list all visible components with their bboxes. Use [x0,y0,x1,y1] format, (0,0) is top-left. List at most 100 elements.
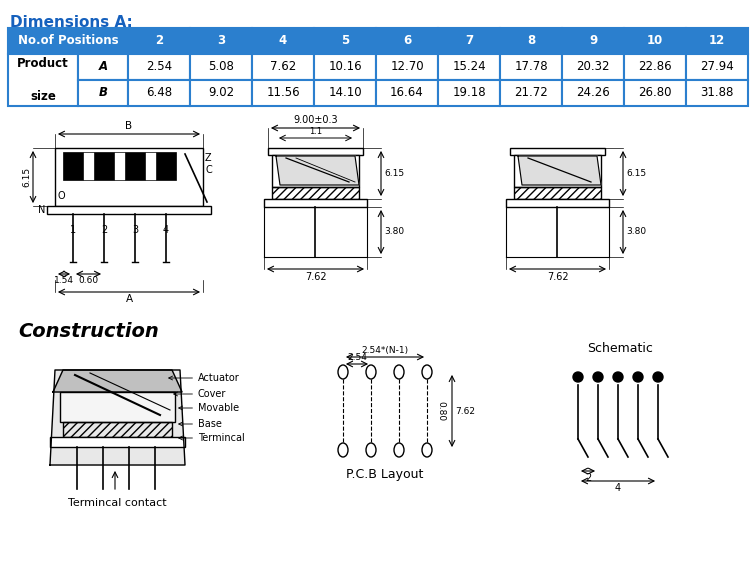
Text: 7.62: 7.62 [455,406,475,416]
Text: P.C.B Layout: P.C.B Layout [346,468,423,481]
Bar [63,152,83,180]
Ellipse shape [394,443,404,457]
Text: 0.80: 0.80 [436,401,445,421]
Text: A: A [125,294,132,304]
Polygon shape [276,156,359,185]
Text: 2.54: 2.54 [347,353,367,362]
Bar [128,28,190,54]
Text: 22.86: 22.86 [638,60,672,74]
Bar [252,80,314,106]
Bar [252,28,314,54]
Text: 9.02: 9.02 [208,86,234,100]
Text: 5.08: 5.08 [208,60,234,74]
Ellipse shape [338,443,348,457]
Bar [438,54,500,80]
Bar [78,54,128,80]
Text: O: O [57,191,65,201]
Text: 4: 4 [279,35,287,47]
Text: 6.48: 6.48 [146,86,172,100]
Bar [624,54,686,80]
Text: 12: 12 [709,35,725,47]
Bar [60,392,175,422]
Text: C: C [205,165,212,175]
Text: 27.94: 27.94 [700,60,734,74]
Text: 7.62: 7.62 [270,60,296,74]
Text: Z: Z [205,153,212,163]
Text: Construction: Construction [18,322,159,341]
Text: 26.80: 26.80 [638,86,672,100]
Bar [686,80,748,106]
Bar [624,80,686,106]
Text: 12.70: 12.70 [390,60,424,74]
Text: 10: 10 [647,35,663,47]
Text: Actuator: Actuator [169,373,240,383]
Bar [55,148,203,206]
Text: 5: 5 [341,35,349,47]
Text: Cover: Cover [174,389,226,399]
Text: 3: 3 [217,35,225,47]
Text: 1.1: 1.1 [309,127,322,136]
Bar [624,28,686,54]
Text: 8: 8 [527,35,535,47]
Text: 17.78: 17.78 [514,60,548,74]
Bar [145,152,156,180]
Text: 10.16: 10.16 [328,60,362,74]
Text: 2: 2 [585,473,591,483]
Bar [63,422,172,437]
Bar [190,54,252,80]
Bar [8,54,78,106]
Polygon shape [518,156,601,185]
Bar [78,80,128,106]
Bar [514,155,601,187]
Text: Termincal: Termincal [178,433,245,443]
Text: 24.26: 24.26 [576,86,610,100]
Text: Product: Product [17,57,69,71]
Text: 20.32: 20.32 [576,60,610,74]
Text: 6.15: 6.15 [22,167,31,187]
Bar [686,28,748,54]
Bar [376,80,438,106]
Circle shape [593,372,603,382]
Text: 1: 1 [70,225,76,235]
Bar [156,152,176,180]
Text: Base: Base [178,419,222,429]
Text: 21.72: 21.72 [514,86,548,100]
Ellipse shape [366,365,376,379]
Text: 3: 3 [132,225,138,235]
Text: 2: 2 [155,35,163,47]
Text: 6.15: 6.15 [626,169,646,178]
Text: Dimensions A:: Dimensions A: [10,15,133,30]
Text: 9.00±0.3: 9.00±0.3 [293,115,338,125]
Text: Schematic: Schematic [587,342,653,355]
Text: N: N [38,205,45,215]
Bar [506,199,609,207]
Text: A: A [98,60,107,74]
Text: 0.60: 0.60 [79,276,98,285]
Bar [562,80,624,106]
Ellipse shape [394,365,404,379]
Bar [500,54,562,80]
Text: 6.15: 6.15 [384,169,404,178]
Text: 4: 4 [615,483,621,493]
Bar [686,54,748,80]
Text: 2: 2 [101,225,107,235]
Text: size: size [30,90,56,102]
Bar [268,148,363,155]
Bar [272,155,359,187]
Bar [128,80,190,106]
Bar [8,28,128,54]
Text: 31.88: 31.88 [700,86,733,100]
Bar [314,80,376,106]
Bar [114,152,125,180]
Bar [314,54,376,80]
Ellipse shape [338,365,348,379]
Bar [438,28,500,54]
Text: 16.64: 16.64 [390,86,424,100]
Bar [47,206,211,214]
Text: Movable: Movable [178,403,239,413]
Text: 15.24: 15.24 [452,60,486,74]
Text: 9: 9 [589,35,597,47]
Bar [438,80,500,106]
Bar [500,80,562,106]
Bar [264,199,367,207]
